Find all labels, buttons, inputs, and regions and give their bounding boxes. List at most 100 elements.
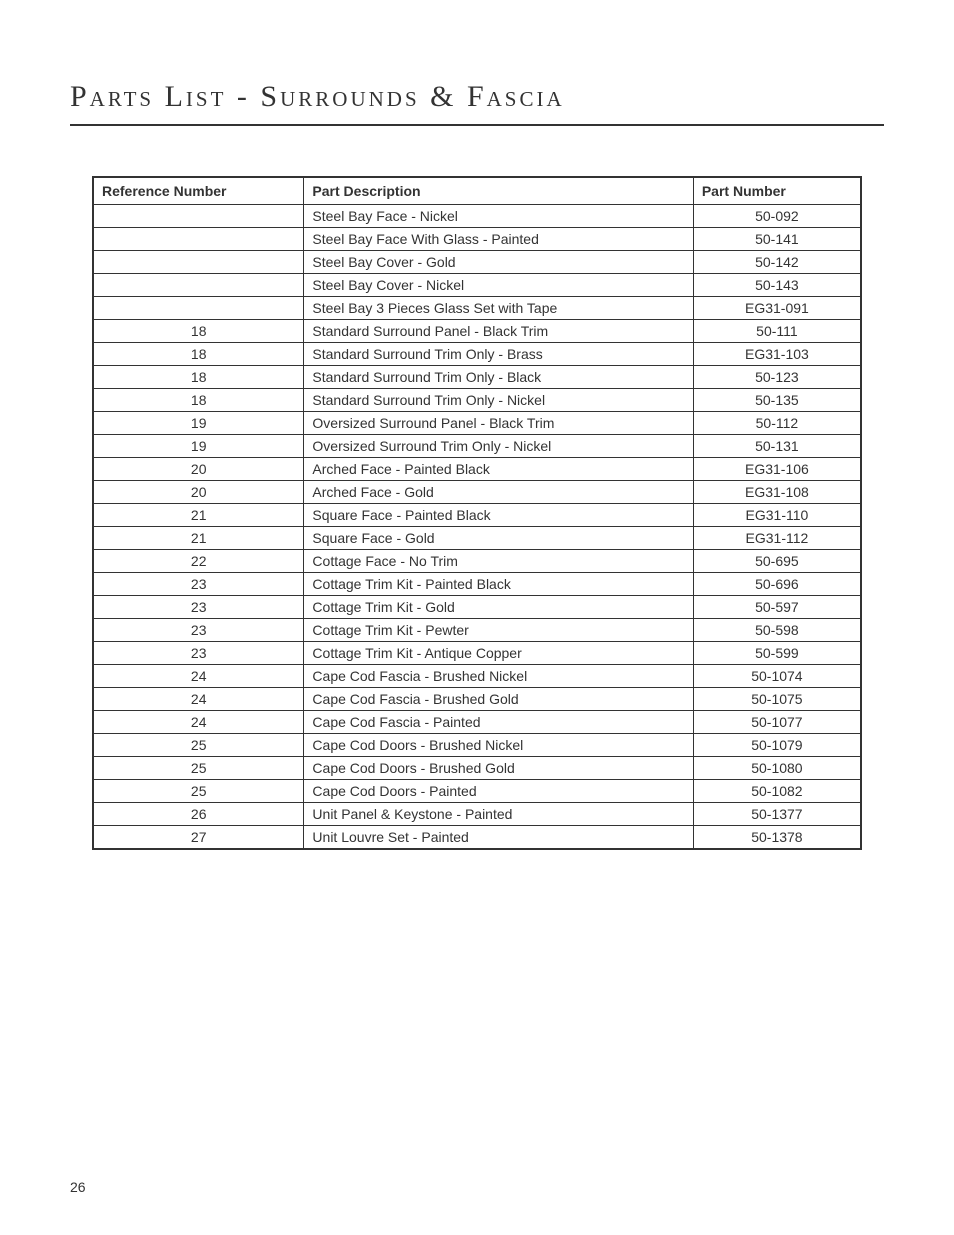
table-row: 23Cottage Trim Kit - Gold50-597 xyxy=(93,596,861,619)
table-row: Steel Bay Cover - Gold50-142 xyxy=(93,251,861,274)
cell-reference-number: 23 xyxy=(93,596,304,619)
cell-part-description: Cottage Trim Kit - Pewter xyxy=(304,619,693,642)
cell-part-description: Arched Face - Gold xyxy=(304,481,693,504)
header-part-number: Part Number xyxy=(693,177,861,205)
table-row: 22Cottage Face - No Trim50-695 xyxy=(93,550,861,573)
cell-reference-number: 23 xyxy=(93,619,304,642)
cell-part-number: EG31-091 xyxy=(693,297,861,320)
cell-part-number: 50-123 xyxy=(693,366,861,389)
cell-part-description: Cottage Trim Kit - Painted Black xyxy=(304,573,693,596)
cell-part-description: Square Face - Gold xyxy=(304,527,693,550)
table-row: 24Cape Cod Fascia - Painted50-1077 xyxy=(93,711,861,734)
table-row: 25Cape Cod Doors - Brushed Gold50-1080 xyxy=(93,757,861,780)
cell-reference-number: 20 xyxy=(93,458,304,481)
cell-part-number: 50-143 xyxy=(693,274,861,297)
cell-reference-number: 19 xyxy=(93,435,304,458)
table-row: 25Cape Cod Doors - Brushed Nickel50-1079 xyxy=(93,734,861,757)
table-row: Steel Bay Face With Glass - Painted50-14… xyxy=(93,228,861,251)
table-row: 25Cape Cod Doors - Painted50-1082 xyxy=(93,780,861,803)
cell-part-description: Standard Surround Trim Only - Black xyxy=(304,366,693,389)
cell-part-number: 50-1077 xyxy=(693,711,861,734)
cell-part-number: 50-141 xyxy=(693,228,861,251)
cell-part-number: 50-599 xyxy=(693,642,861,665)
cell-part-description: Cottage Face - No Trim xyxy=(304,550,693,573)
cell-part-description: Cape Cod Fascia - Brushed Nickel xyxy=(304,665,693,688)
cell-part-description: Unit Louvre Set - Painted xyxy=(304,826,693,850)
cell-part-number: 50-1082 xyxy=(693,780,861,803)
cell-part-number: 50-131 xyxy=(693,435,861,458)
cell-part-description: Cape Cod Doors - Brushed Gold xyxy=(304,757,693,780)
cell-reference-number: 23 xyxy=(93,573,304,596)
cell-reference-number: 18 xyxy=(93,366,304,389)
table-row: 26Unit Panel & Keystone - Painted50-1377 xyxy=(93,803,861,826)
cell-reference-number xyxy=(93,205,304,228)
cell-part-number: 50-111 xyxy=(693,320,861,343)
cell-part-description: Steel Bay 3 Pieces Glass Set with Tape xyxy=(304,297,693,320)
cell-part-description: Standard Surround Panel - Black Trim xyxy=(304,320,693,343)
cell-part-description: Square Face - Painted Black xyxy=(304,504,693,527)
cell-part-number: 50-1080 xyxy=(693,757,861,780)
table-row: 19Oversized Surround Trim Only - Nickel5… xyxy=(93,435,861,458)
cell-part-number: 50-598 xyxy=(693,619,861,642)
cell-part-number: 50-1378 xyxy=(693,826,861,850)
cell-part-number: 50-1377 xyxy=(693,803,861,826)
cell-part-number: 50-112 xyxy=(693,412,861,435)
cell-part-description: Steel Bay Face - Nickel xyxy=(304,205,693,228)
table-row: Steel Bay Face - Nickel50-092 xyxy=(93,205,861,228)
cell-reference-number: 24 xyxy=(93,665,304,688)
cell-part-description: Cape Cod Fascia - Painted xyxy=(304,711,693,734)
table-row: 21Square Face - Painted BlackEG31-110 xyxy=(93,504,861,527)
parts-table: Reference Number Part Description Part N… xyxy=(92,176,862,850)
table-row: 24Cape Cod Fascia - Brushed Nickel50-107… xyxy=(93,665,861,688)
table-row: Steel Bay Cover - Nickel50-143 xyxy=(93,274,861,297)
cell-reference-number: 19 xyxy=(93,412,304,435)
cell-part-description: Steel Bay Cover - Nickel xyxy=(304,274,693,297)
cell-part-number: EG31-112 xyxy=(693,527,861,550)
cell-part-description: Standard Surround Trim Only - Nickel xyxy=(304,389,693,412)
cell-part-description: Oversized Surround Panel - Black Trim xyxy=(304,412,693,435)
cell-part-description: Arched Face - Painted Black xyxy=(304,458,693,481)
cell-reference-number: 25 xyxy=(93,780,304,803)
cell-reference-number: 27 xyxy=(93,826,304,850)
cell-part-description: Cape Cod Doors - Brushed Nickel xyxy=(304,734,693,757)
cell-reference-number: 25 xyxy=(93,757,304,780)
cell-reference-number xyxy=(93,228,304,251)
cell-reference-number: 25 xyxy=(93,734,304,757)
cell-part-number: 50-695 xyxy=(693,550,861,573)
table-row: 23Cottage Trim Kit - Pewter50-598 xyxy=(93,619,861,642)
table-row: 20Arched Face - Painted BlackEG31-106 xyxy=(93,458,861,481)
cell-reference-number: 18 xyxy=(93,320,304,343)
cell-part-description: Steel Bay Cover - Gold xyxy=(304,251,693,274)
cell-part-description: Standard Surround Trim Only - Brass xyxy=(304,343,693,366)
cell-part-number: EG31-110 xyxy=(693,504,861,527)
table-row: 18Standard Surround Trim Only - Nickel50… xyxy=(93,389,861,412)
table-row: 18Standard Surround Trim Only - BrassEG3… xyxy=(93,343,861,366)
cell-part-number: 50-1075 xyxy=(693,688,861,711)
page-number: 26 xyxy=(70,1179,86,1195)
table-row: 21Square Face - GoldEG31-112 xyxy=(93,527,861,550)
cell-reference-number: 26 xyxy=(93,803,304,826)
cell-part-number: 50-597 xyxy=(693,596,861,619)
table-row: 18Standard Surround Panel - Black Trim50… xyxy=(93,320,861,343)
table-row: 24Cape Cod Fascia - Brushed Gold50-1075 xyxy=(93,688,861,711)
cell-reference-number: 18 xyxy=(93,343,304,366)
header-part-description: Part Description xyxy=(304,177,693,205)
cell-part-description: Unit Panel & Keystone - Painted xyxy=(304,803,693,826)
cell-part-number: EG31-106 xyxy=(693,458,861,481)
cell-reference-number: 18 xyxy=(93,389,304,412)
header-reference-number: Reference Number xyxy=(93,177,304,205)
page-title: Parts List - Surrounds & Fascia xyxy=(70,80,884,126)
table-row: 20Arched Face - GoldEG31-108 xyxy=(93,481,861,504)
cell-reference-number: 24 xyxy=(93,688,304,711)
cell-reference-number xyxy=(93,297,304,320)
cell-reference-number: 23 xyxy=(93,642,304,665)
cell-part-number: 50-1074 xyxy=(693,665,861,688)
cell-part-number: EG31-103 xyxy=(693,343,861,366)
table-body: Steel Bay Face - Nickel50-092Steel Bay F… xyxy=(93,205,861,850)
cell-part-description: Cottage Trim Kit - Antique Copper xyxy=(304,642,693,665)
cell-reference-number xyxy=(93,274,304,297)
table-row: 23Cottage Trim Kit - Painted Black50-696 xyxy=(93,573,861,596)
cell-part-number: 50-135 xyxy=(693,389,861,412)
cell-reference-number xyxy=(93,251,304,274)
cell-reference-number: 21 xyxy=(93,504,304,527)
